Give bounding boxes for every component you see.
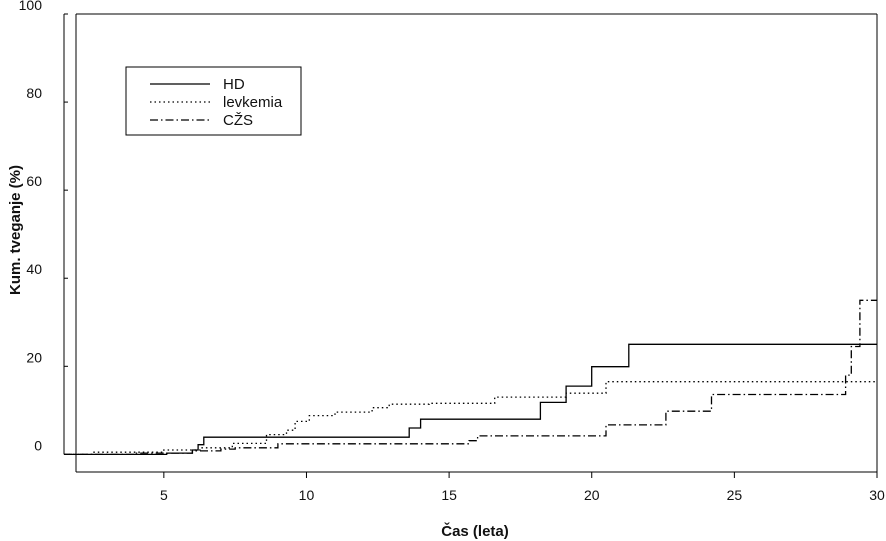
y-tick-label: 80 [26, 85, 42, 101]
x-tick-label: 10 [299, 487, 315, 503]
legend-label-hd: HD [223, 76, 245, 93]
x-tick-label: 30 [869, 487, 885, 503]
x-tick-label: 15 [441, 487, 457, 503]
series-line-czs [64, 299, 877, 456]
x-tick-label: 5 [160, 487, 168, 503]
y-axis-title: Kum. tveganje (%) [7, 165, 24, 295]
x-tick-label: 20 [584, 487, 600, 503]
plot-frame [75, 13, 878, 473]
series-line-levkemia [64, 381, 877, 456]
legend-box [125, 66, 302, 136]
series-layer [64, 299, 877, 456]
legend-label-czs: CŽS [223, 112, 253, 129]
y-tick-label: 20 [26, 349, 42, 365]
legend: HD levkemia CŽS [125, 66, 302, 136]
y-tick-label: 40 [26, 261, 42, 277]
x-tick-label: 25 [727, 487, 743, 503]
x-axis: 5 10 15 20 25 30 [160, 472, 885, 503]
y-tick-label: 0 [34, 437, 42, 453]
y-tick-label: 100 [19, 0, 43, 13]
y-axis: 0 20 40 60 80 100 [19, 0, 68, 455]
y-tick-label: 60 [26, 173, 42, 189]
x-axis-title: Čas (leta) [441, 522, 509, 540]
series-line-hd [64, 343, 877, 456]
legend-label-levkemia: levkemia [223, 94, 283, 111]
